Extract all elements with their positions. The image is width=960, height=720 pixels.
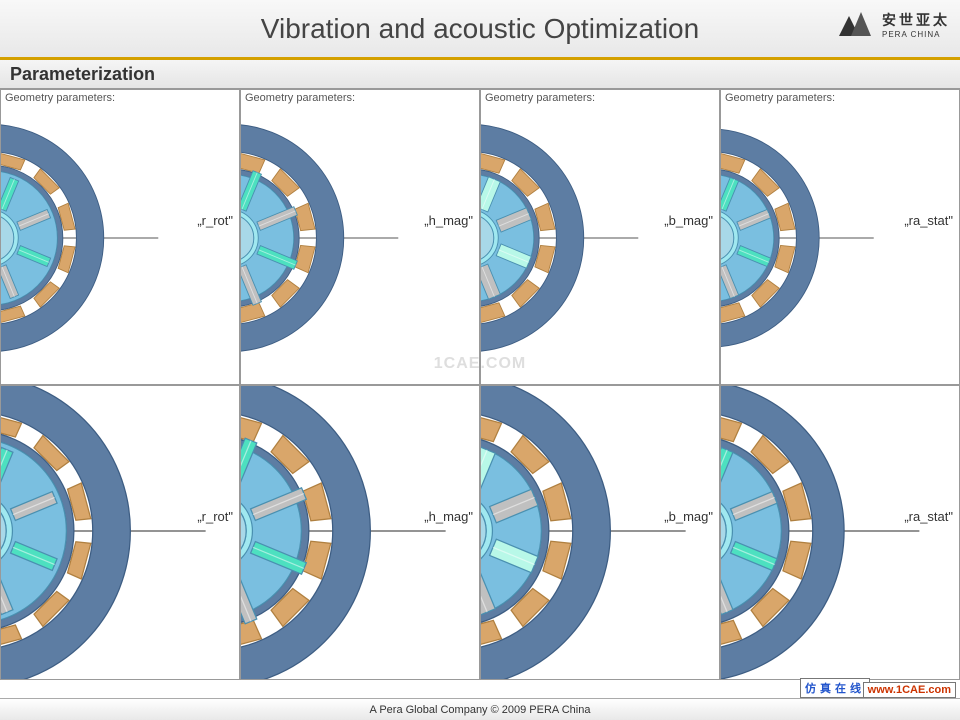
param-label: „b_mag" [664,213,713,228]
diagram-cell: Geometry parameters: „b_mag" [480,89,720,385]
footer-copyright: A Pera Global Company © 2009 PERA China [0,698,960,720]
cell-header: Geometry parameters: [1,90,119,106]
cell-header: Geometry parameters: [481,90,599,106]
logo: 安世亚太 PERA CHINA [839,8,950,40]
diagram-cell: „h_mag" [240,385,480,681]
param-label: „ra_stat" [904,213,953,228]
section-title: Parameterization [10,64,155,85]
param-label: „h_mag" [424,213,473,228]
param-label: „r_rot" [197,213,233,228]
badge-url: www.1CAE.com [863,682,956,698]
logo-chinese: 安世亚太 [882,10,950,30]
diagram-cell: Geometry parameters: „r_rot" [0,89,240,385]
motor-diagram [480,385,717,681]
diagram-cell: Geometry parameters: „h_mag" [240,89,480,385]
motor-diagram [480,108,661,368]
badge-simulation: 仿真在线 [800,678,870,698]
cell-header: Geometry parameters: [241,90,359,106]
diagram-cell: „ra_stat" [720,385,960,681]
diagram-grid: Geometry parameters: „r_rot" Geometry par… [0,88,960,680]
motor-diagram [240,108,421,368]
diagram-cell: „r_rot" [0,385,240,681]
diagram-cell: „b_mag" [480,385,720,681]
motor-diagram [720,108,901,368]
motor-diagram [720,385,957,681]
cell-header: Geometry parameters: [721,90,839,106]
page-title: Vibration and acoustic Optimization [261,13,699,45]
motor-diagram [0,108,181,368]
diagram-cell: Geometry parameters: „ra_stat" [720,89,960,385]
motor-diagram [0,385,237,681]
motor-diagram [240,385,477,681]
logo-english: PERA CHINA [882,30,950,39]
